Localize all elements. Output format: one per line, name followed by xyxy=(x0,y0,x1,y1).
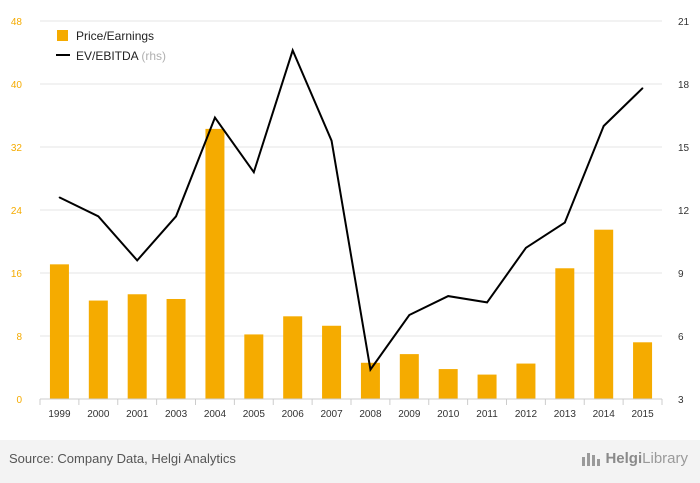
ev-ebitda-point-2000 xyxy=(97,215,100,218)
y-right-tick-label: 21 xyxy=(678,17,690,28)
bar-2014 xyxy=(594,229,614,399)
left-axis-ticks: 0 8 16 24 32 40 48 xyxy=(11,17,23,406)
x-tick-label: 2005 xyxy=(243,409,266,420)
x-tick-label: 2003 xyxy=(165,409,188,420)
line-series xyxy=(58,47,644,373)
x-tick-label: 2015 xyxy=(631,409,654,420)
ev-ebitda-point-2011 xyxy=(486,301,488,304)
bar-2015 xyxy=(633,342,653,399)
x-tick-label: 2013 xyxy=(554,409,577,420)
ev-ebitda-point-2010 xyxy=(447,295,449,297)
ev-ebitda-point-2004 xyxy=(214,116,216,119)
source-note: Source: Company Data, Helgi Analytics xyxy=(9,451,236,466)
y-left-tick-label: 32 xyxy=(11,143,23,154)
bar-2005 xyxy=(244,334,264,399)
ev-ebitda-point-2015 xyxy=(641,87,644,89)
ev-ebitda-point-2008 xyxy=(369,368,372,371)
bar-1999 xyxy=(49,264,69,399)
ev-ebitda-point-2003 xyxy=(175,215,177,218)
y-right-tick-label: 18 xyxy=(678,80,690,91)
logo-suffix: Library xyxy=(642,450,688,467)
x-tick-label: 1999 xyxy=(48,409,71,420)
bar-2011 xyxy=(477,374,497,399)
ev-ebitda-point-2009 xyxy=(408,314,411,316)
ev-ebitda-point-2005 xyxy=(253,171,255,173)
chart: 0 8 16 24 32 40 48 3 6 9 12 15 18 21 1999 2000 2001 200… xyxy=(11,17,690,420)
y-left-tick-label: 8 xyxy=(16,332,22,343)
x-tick-label: 2001 xyxy=(126,409,149,420)
bar-2013 xyxy=(555,268,575,399)
x-tick-label: 2000 xyxy=(87,409,110,420)
right-axis-ticks: 3 6 9 12 15 18 21 xyxy=(678,17,690,406)
helgi-library-logo: HelgiLibrary xyxy=(582,450,688,467)
x-tick-label: 2012 xyxy=(515,409,538,420)
bar-2009 xyxy=(399,354,419,399)
legend-rhs-note: (rhs) xyxy=(141,49,166,63)
bar-2003 xyxy=(166,298,186,399)
bar-2001 xyxy=(127,294,147,399)
bar-2010 xyxy=(438,369,458,399)
x-tick-label: 2008 xyxy=(359,409,382,420)
ev-ebitda-line xyxy=(59,47,644,373)
bar-2000 xyxy=(88,300,108,399)
ev-ebitda-point-1999 xyxy=(58,196,61,199)
library-icon xyxy=(582,452,601,466)
x-tick-label: 2011 xyxy=(476,409,498,420)
x-axis-line xyxy=(39,398,663,405)
y-left-tick-label: 48 xyxy=(11,17,23,28)
ev-ebitda-point-2013 xyxy=(564,221,566,224)
x-tick-label: 2004 xyxy=(204,409,227,420)
legend: Price/Earnings EV/EBITDA (rhs) xyxy=(56,29,166,63)
y-left-tick-label: 0 xyxy=(16,395,22,406)
y-right-tick-label: 12 xyxy=(678,206,690,217)
x-tick-label: 2006 xyxy=(282,409,305,420)
x-tick-label: 2010 xyxy=(437,409,460,420)
footer: Source: Company Data, Helgi Analytics He… xyxy=(0,440,700,483)
ev-ebitda-point-2007 xyxy=(330,139,333,142)
ev-ebitda-point-2006 xyxy=(291,49,294,52)
bar-2012 xyxy=(516,363,536,399)
ev-ebitda-point-2001 xyxy=(136,259,138,262)
y-left-tick-label: 16 xyxy=(11,269,23,280)
y-left-tick-label: 24 xyxy=(11,206,23,217)
bar-2008 xyxy=(360,362,380,399)
bar-2006 xyxy=(283,316,303,399)
x-axis-ticks: 1999 2000 2001 2003 2004 2005 2006 2007 2008 2009… xyxy=(48,409,654,420)
bar-2007 xyxy=(322,325,342,399)
y-right-tick-label: 9 xyxy=(678,269,684,280)
bar-series xyxy=(49,128,653,399)
logo-brand: Helgi xyxy=(605,450,643,467)
x-tick-label: 2009 xyxy=(398,409,421,420)
y-left-tick-label: 40 xyxy=(11,80,23,91)
legend-label-ev-ebitda: EV/EBITDA (rhs) xyxy=(76,49,166,63)
y-right-tick-label: 6 xyxy=(678,332,684,343)
bar-2004 xyxy=(205,128,225,399)
legend-swatch-price-earnings xyxy=(57,30,68,41)
y-right-tick-label: 3 xyxy=(678,395,684,406)
x-tick-label: 2007 xyxy=(320,409,343,420)
ev-ebitda-point-2012 xyxy=(525,247,527,249)
y-right-tick-label: 15 xyxy=(678,143,690,154)
ev-ebitda-point-2014 xyxy=(602,125,605,127)
x-tick-label: 2014 xyxy=(593,409,616,420)
legend-label-price-earnings: Price/Earnings xyxy=(76,29,154,43)
